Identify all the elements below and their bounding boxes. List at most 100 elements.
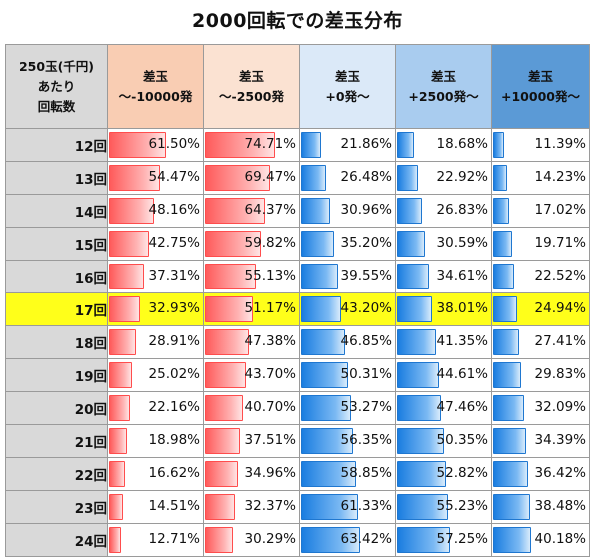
value-bar [493, 329, 519, 356]
value-bar [109, 296, 140, 323]
row-label: 13回 [5, 160, 108, 195]
value-cell: 38.01% [395, 292, 492, 327]
value-bar [493, 132, 504, 158]
value-bar [397, 164, 419, 191]
value-cell: 30.96% [299, 193, 396, 228]
value-label: 46.85% [340, 333, 392, 350]
value-label: 22.16% [148, 399, 200, 416]
value-cell: 47.46% [395, 391, 492, 426]
table-row: 18回 28.91% 47.38% 46.85% 41.35% 27.41% [5, 325, 590, 360]
value-label: 40.70% [244, 399, 296, 416]
value-cell: 56.35% [299, 424, 396, 458]
value-label: 14.23% [534, 168, 586, 185]
value-cell: 53.27% [299, 391, 396, 426]
value-label: 59.82% [244, 234, 296, 251]
value-label: 36.42% [534, 464, 586, 481]
value-bar [493, 296, 517, 323]
value-label: 26.48% [340, 168, 392, 185]
value-cell: 58.85% [299, 456, 396, 491]
table-row: 21回 18.98% 37.51% 56.35% 50.35% 34.39% [5, 424, 590, 458]
value-label: 41.35% [436, 333, 488, 350]
value-cell: 26.83% [395, 193, 492, 228]
value-cell: 37.31% [107, 259, 204, 294]
value-bar [109, 428, 127, 454]
value-label: 26.83% [436, 201, 488, 218]
value-cell: 39.55% [299, 259, 396, 294]
value-label: 25.02% [148, 366, 200, 383]
value-cell: 19.71% [491, 226, 590, 261]
value-label: 14.51% [148, 497, 200, 514]
value-bar [301, 296, 342, 323]
table-row: 12回 61.50% 74.71% 21.86% 18.68% 11.39% [5, 128, 590, 162]
value-bar [109, 263, 144, 290]
value-label: 12.71% [148, 530, 200, 547]
value-label: 27.41% [534, 333, 586, 350]
value-cell: 50.35% [395, 424, 492, 458]
value-cell: 14.23% [491, 160, 590, 195]
row-header: 250玉(千円) あたり 回転数 [5, 44, 108, 129]
value-label: 17.02% [534, 201, 586, 218]
value-bar [301, 428, 354, 454]
value-cell: 50.31% [299, 358, 396, 393]
column-header-0: 差玉 ～-10000発 [107, 44, 204, 129]
row-label: 12回 [5, 128, 108, 162]
value-cell: 44.61% [395, 358, 492, 393]
row-label: 19回 [5, 358, 108, 393]
value-bar [301, 329, 345, 356]
value-cell: 51.17% [203, 292, 300, 327]
value-bar [205, 296, 253, 323]
value-bar [301, 230, 334, 257]
value-bar [205, 164, 270, 191]
value-cell: 32.93% [107, 292, 204, 327]
row-label: 15回 [5, 226, 108, 261]
value-label: 19.71% [534, 234, 586, 251]
value-bar [205, 526, 234, 553]
value-label: 18.68% [436, 136, 488, 152]
value-bar [205, 395, 243, 422]
value-cell: 59.82% [203, 226, 300, 261]
value-bar [109, 197, 154, 224]
value-label: 11.39% [534, 136, 586, 152]
value-cell: 35.20% [299, 226, 396, 261]
value-label: 30.59% [436, 234, 488, 251]
value-bar [205, 329, 250, 356]
table-row: 13回 54.47% 69.47% 26.48% 22.92% 14.23% [5, 160, 590, 195]
value-bar [397, 230, 426, 257]
value-cell: 43.70% [203, 358, 300, 393]
value-bar [493, 230, 512, 257]
value-label: 40.18% [534, 530, 586, 547]
value-bar [109, 329, 136, 356]
value-bar [397, 493, 449, 520]
value-cell: 32.37% [203, 489, 300, 524]
value-cell: 61.50% [107, 128, 204, 162]
value-label: 34.39% [534, 432, 586, 449]
value-bar [301, 164, 326, 191]
value-label: 32.93% [148, 300, 200, 317]
value-label: 56.35% [340, 432, 392, 449]
table-row: 15回 42.75% 59.82% 35.20% 30.59% 19.71% [5, 226, 590, 261]
value-cell: 30.59% [395, 226, 492, 261]
value-cell: 26.48% [299, 160, 396, 195]
value-cell: 63.42% [299, 522, 396, 557]
table-row: 24回 12.71% 30.29% 63.42% 57.25% 40.18% [5, 522, 590, 557]
value-cell: 32.09% [491, 391, 590, 426]
value-bar [493, 395, 524, 422]
value-label: 28.91% [148, 333, 200, 350]
value-bar [109, 132, 167, 158]
value-bar [301, 263, 338, 290]
value-bar [301, 362, 348, 389]
value-cell: 74.71% [203, 128, 300, 162]
value-bar [205, 428, 240, 454]
value-bar [493, 164, 507, 191]
value-label: 37.31% [148, 267, 200, 284]
value-bar [205, 132, 275, 158]
value-label: 47.38% [244, 333, 296, 350]
value-cell: 52.82% [395, 456, 492, 491]
value-bar [493, 460, 528, 487]
value-cell: 40.18% [491, 522, 590, 557]
value-label: 52.82% [436, 464, 488, 481]
table-body: 12回 61.50% 74.71% 21.86% 18.68% 11.39% 13回 54.4… [5, 128, 590, 557]
value-label: 42.75% [148, 234, 200, 251]
value-bar [493, 526, 532, 553]
value-bar [301, 395, 351, 422]
